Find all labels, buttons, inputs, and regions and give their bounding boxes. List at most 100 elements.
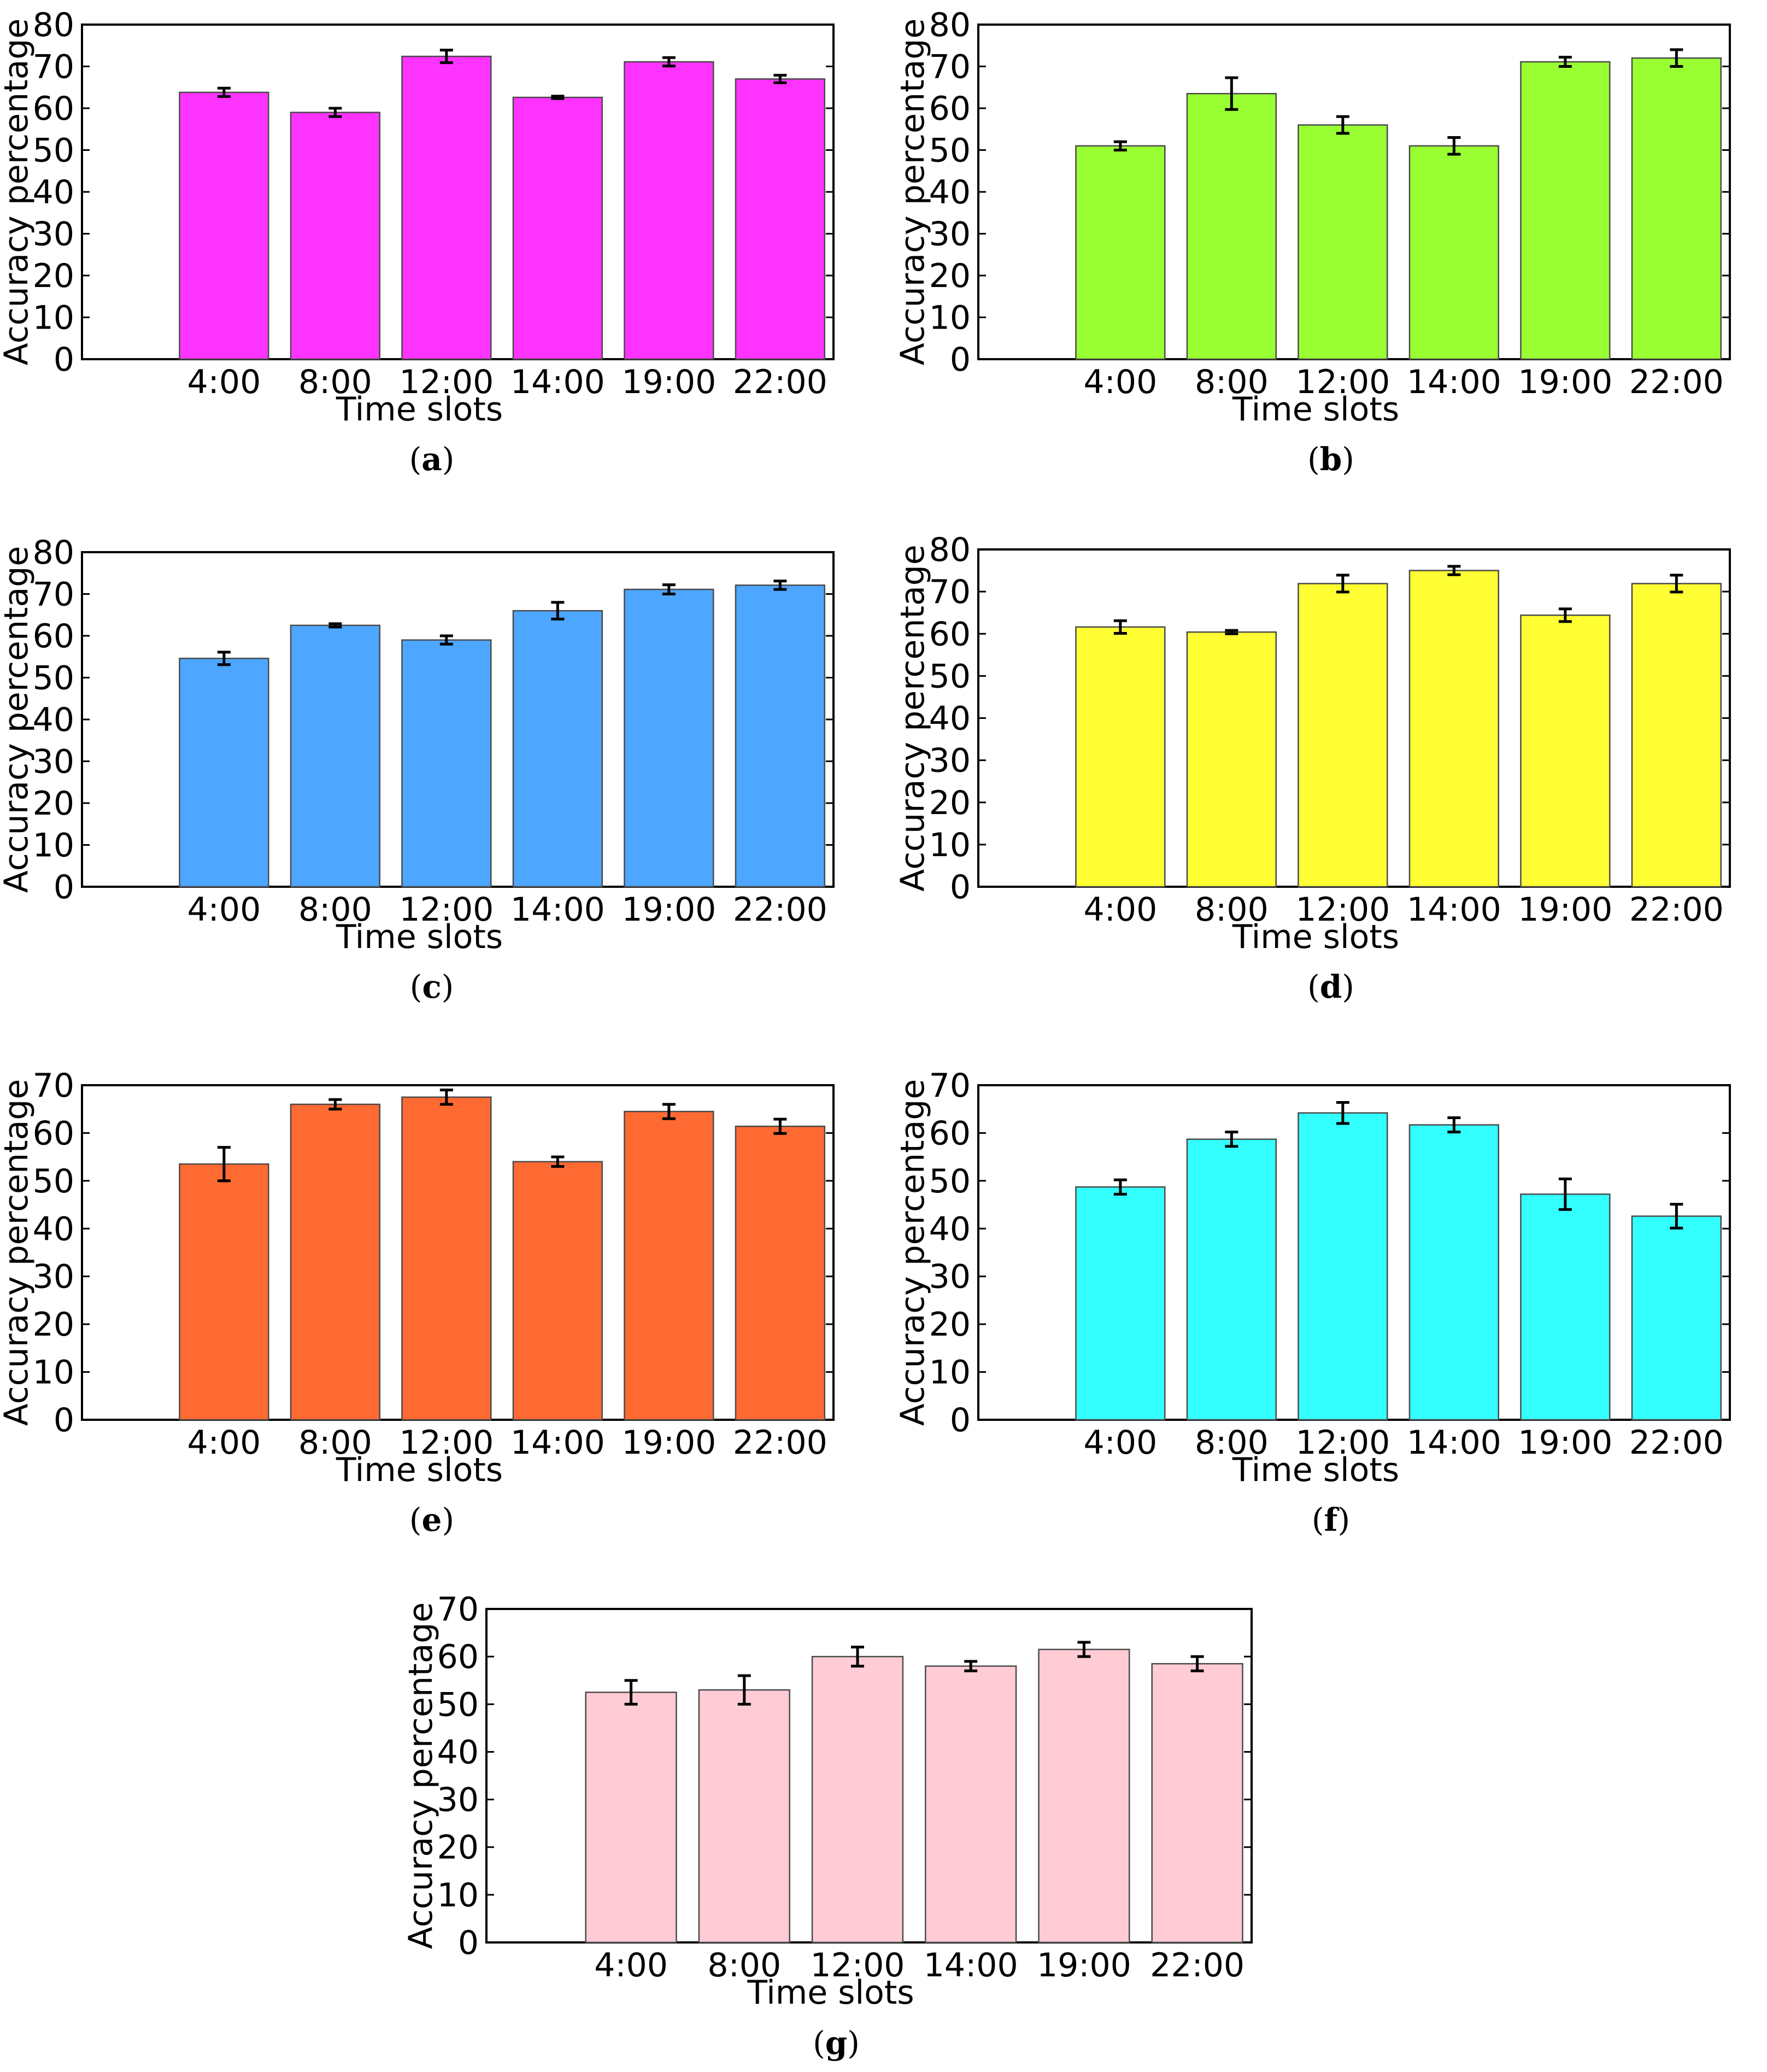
bar bbox=[1631, 1215, 1722, 1421]
bar bbox=[512, 1161, 603, 1421]
x-axis-label: Time slots bbox=[1232, 1451, 1399, 1489]
x-tick-label: 8:00 bbox=[1195, 891, 1269, 929]
y-tick-label: 50 bbox=[437, 1685, 479, 1724]
y-tick-label: 80 bbox=[929, 6, 971, 44]
y-tick-label: 10 bbox=[33, 299, 74, 337]
panel-caption: (d) bbox=[1307, 968, 1354, 1005]
y-tick-label: 40 bbox=[929, 700, 971, 738]
x-tick-label: 4:00 bbox=[187, 363, 261, 401]
x-axis-label: Time slots bbox=[1232, 390, 1399, 429]
x-tick-label: 12:00 bbox=[1295, 891, 1390, 929]
y-tick-label: 60 bbox=[33, 1114, 74, 1152]
y-tick-label: 0 bbox=[458, 1924, 479, 1962]
y-tick-label: 20 bbox=[33, 257, 74, 295]
x-tick-label: 8:00 bbox=[298, 363, 372, 401]
bar bbox=[1298, 583, 1388, 888]
y-tick-label: 60 bbox=[437, 1638, 479, 1676]
bar bbox=[1038, 1648, 1130, 1944]
y-tick-label: 20 bbox=[929, 257, 971, 295]
bar bbox=[401, 55, 492, 360]
y-tick-label: 10 bbox=[929, 299, 971, 337]
y-tick-label: 50 bbox=[929, 1162, 971, 1201]
y-tick-label: 0 bbox=[950, 1401, 971, 1439]
bar bbox=[1631, 57, 1722, 360]
y-tick-label: 60 bbox=[33, 90, 74, 128]
y-tick-label: 30 bbox=[33, 215, 74, 254]
x-tick-label: 14:00 bbox=[1407, 1424, 1501, 1462]
x-tick-label: 8:00 bbox=[298, 1424, 372, 1462]
x-tick-label: 12:00 bbox=[399, 1424, 494, 1462]
y-tick-label: 60 bbox=[33, 617, 74, 655]
chart-panel-f: 0 10 20 30 40 50 60 70 4:00 8:00 12:00 14:00 19:00 22… bbox=[894, 1067, 1731, 1538]
x-tick-label: 14:00 bbox=[510, 363, 605, 401]
bar bbox=[1408, 570, 1500, 888]
x-tick-label: 14:00 bbox=[510, 1424, 605, 1462]
bar bbox=[179, 658, 269, 888]
y-tick-label: 20 bbox=[33, 1306, 74, 1344]
x-tick-label: 12:00 bbox=[399, 891, 494, 929]
y-tick-label: 30 bbox=[929, 742, 971, 780]
y-tick-label: 70 bbox=[929, 1067, 971, 1105]
bar bbox=[925, 1665, 1017, 1944]
y-axis-label: Accuracy percentage bbox=[0, 1079, 36, 1426]
x-tick-label: 14:00 bbox=[924, 1946, 1018, 1985]
x-axis-label: Time slots bbox=[747, 1974, 914, 2012]
bar bbox=[624, 1110, 714, 1421]
bar bbox=[1075, 626, 1166, 888]
bar bbox=[1298, 124, 1388, 360]
bar bbox=[1298, 1112, 1388, 1421]
bar bbox=[585, 1691, 677, 1944]
bar bbox=[1408, 1124, 1500, 1421]
y-tick-label: 70 bbox=[33, 48, 74, 86]
bar bbox=[512, 96, 603, 360]
y-tick-label: 0 bbox=[950, 341, 971, 379]
x-axis-label: Time slots bbox=[336, 390, 503, 429]
bar bbox=[1075, 1186, 1166, 1421]
bar bbox=[624, 588, 714, 888]
y-tick-label: 30 bbox=[33, 743, 74, 781]
x-tick-label: 19:00 bbox=[1518, 363, 1612, 401]
y-tick-label: 10 bbox=[929, 826, 971, 864]
y-tick-label: 70 bbox=[33, 576, 74, 614]
y-axis-label: Accuracy percentage bbox=[0, 546, 36, 893]
y-tick-label: 40 bbox=[929, 173, 971, 212]
panel-caption: (a) bbox=[409, 441, 455, 478]
x-tick-label: 22:00 bbox=[1629, 363, 1724, 401]
y-tick-label: 40 bbox=[437, 1733, 479, 1771]
bar bbox=[1520, 61, 1611, 360]
y-tick-label: 70 bbox=[929, 48, 971, 86]
y-tick-label: 20 bbox=[929, 1306, 971, 1344]
x-tick-label: 4:00 bbox=[1084, 363, 1158, 401]
y-tick-label: 20 bbox=[33, 785, 74, 823]
x-tick-label: 19:00 bbox=[621, 363, 716, 401]
x-tick-label: 8:00 bbox=[1195, 1424, 1269, 1462]
bar bbox=[1186, 631, 1277, 888]
y-tick-label: 10 bbox=[437, 1876, 479, 1915]
y-tick-label: 40 bbox=[33, 1210, 74, 1248]
chart-panel-e: 0 10 20 30 40 50 60 70 4:00 8:00 12:00 14:00 19:00 22… bbox=[0, 1067, 835, 1538]
bar bbox=[290, 112, 381, 360]
y-tick-label: 70 bbox=[437, 1590, 479, 1629]
panel-caption: (c) bbox=[410, 968, 454, 1005]
x-tick-label: 8:00 bbox=[1195, 363, 1269, 401]
bar bbox=[179, 1163, 269, 1421]
x-tick-label: 22:00 bbox=[1629, 1424, 1724, 1462]
x-tick-label: 8:00 bbox=[707, 1946, 781, 1985]
bar bbox=[1520, 1193, 1611, 1421]
y-tick-label: 50 bbox=[33, 132, 74, 170]
x-tick-label: 12:00 bbox=[811, 1946, 905, 1985]
x-tick-label: 19:00 bbox=[1037, 1946, 1131, 1985]
x-tick-label: 12:00 bbox=[1295, 1424, 1390, 1462]
x-tick-label: 22:00 bbox=[1629, 891, 1724, 929]
y-tick-label: 50 bbox=[929, 132, 971, 170]
x-tick-label: 19:00 bbox=[621, 891, 716, 929]
bar bbox=[735, 584, 826, 888]
y-tick-label: 30 bbox=[437, 1781, 479, 1819]
x-axis-label: Time slots bbox=[336, 1451, 503, 1489]
x-tick-label: 22:00 bbox=[733, 891, 827, 929]
bar bbox=[401, 1096, 492, 1421]
